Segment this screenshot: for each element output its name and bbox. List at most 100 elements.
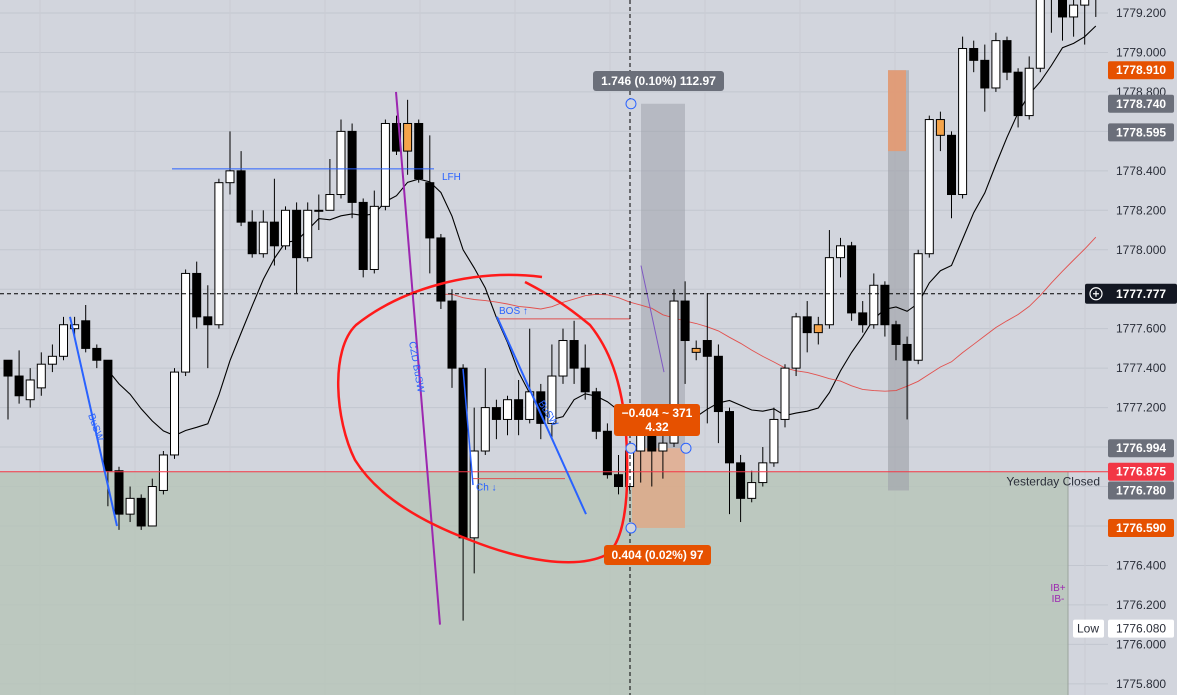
candle: [325, 159, 335, 211]
candle: [303, 202, 313, 262]
candle-body: [1002, 40, 1012, 73]
candle: [924, 115, 934, 258]
measure-leg: [640, 265, 665, 373]
candle-body: [791, 316, 801, 369]
candle-body: [725, 411, 734, 464]
candle: [480, 368, 490, 455]
candle: [203, 285, 213, 369]
price-badge: 1776.780: [1108, 481, 1174, 500]
price-axis[interactable]: 1779.2001779.0001778.8001778.4001778.200…: [1073, 0, 1177, 695]
candle-body: [458, 367, 468, 539]
candle: [425, 135, 435, 274]
price-axis-background: [1108, 0, 1177, 695]
candle: [547, 344, 557, 440]
measure-bottom-label-bg: [604, 545, 711, 565]
candle: [947, 131, 956, 219]
candle: [3, 359, 13, 420]
candle: [758, 447, 768, 487]
candle: [136, 494, 146, 530]
candle: [81, 305, 91, 353]
candle-body: [1069, 4, 1079, 18]
price-badge-bg: [1108, 61, 1174, 80]
candle: [247, 210, 257, 258]
candle: [847, 241, 857, 321]
candle: [1024, 56, 1034, 120]
candle: [447, 289, 457, 388]
candle-body: [669, 300, 679, 444]
plus-icon[interactable]: [1089, 287, 1103, 301]
candle: [503, 395, 512, 436]
candle-body: [869, 284, 879, 326]
candle-body: [103, 359, 113, 472]
low-price-text: 1776.080: [1116, 622, 1166, 636]
candle: [114, 466, 124, 530]
candle-body: [491, 407, 501, 420]
candle: [913, 249, 923, 365]
candle-body: [36, 363, 46, 389]
candle: [258, 210, 268, 258]
candle: [558, 328, 568, 384]
price-badge: Low 1776.080: [1073, 619, 1174, 638]
price-badge-text: 1776.994: [1116, 441, 1166, 455]
price-badge: 1778.595: [1108, 123, 1174, 142]
candle: [1080, 0, 1090, 45]
price-badge-bg: [1108, 123, 1174, 142]
candle-body: [525, 391, 535, 420]
candle-body: [602, 430, 612, 476]
yesterday-closed-label: Yesterday Closed: [1006, 475, 1100, 489]
price-tick-label: 1778.200: [1116, 203, 1166, 217]
price-badge-text: 1778.910: [1116, 63, 1166, 77]
candle: [314, 194, 324, 231]
candle: [580, 344, 590, 400]
candle: [702, 293, 712, 424]
candle-body: [81, 320, 91, 349]
crosshair-price-bg: [1085, 283, 1177, 304]
candle: [214, 178, 224, 329]
candle: [170, 368, 179, 459]
candle-body: [636, 434, 646, 452]
candle-body: [614, 474, 623, 488]
measure-mid-label-bg: [614, 404, 700, 436]
candle-body: [736, 462, 746, 499]
crosshair-price-text: 1777.777: [1116, 287, 1166, 301]
candle-body: [1080, 0, 1090, 6]
price-tick-label: 1776.000: [1116, 637, 1166, 651]
candle: [14, 350, 24, 404]
candle: [725, 407, 734, 515]
price-tick-label: 1779.200: [1116, 6, 1166, 20]
candle-body: [713, 355, 723, 413]
candle-body: [14, 375, 24, 397]
measure-handle[interactable]: [625, 442, 637, 454]
candle-body: [3, 359, 13, 377]
price-tick-label: 1778.400: [1116, 164, 1166, 178]
low-label-bg: [1073, 619, 1104, 638]
candle-body: [292, 209, 302, 259]
lfh-label: LFH: [442, 172, 461, 183]
candles: [3, 0, 1097, 621]
price-tick-label: 1777.600: [1116, 322, 1166, 336]
candle: [891, 320, 901, 361]
measure-top-label-bg: [593, 71, 724, 91]
measure-zone-orange: [632, 448, 685, 528]
measure-handle[interactable]: [680, 442, 692, 454]
measure-handle[interactable]: [625, 522, 637, 534]
price-badge-bg: [1108, 518, 1174, 537]
candle-body: [325, 194, 335, 211]
candle: [1013, 68, 1023, 128]
candle-body: [902, 343, 912, 361]
candle: [158, 451, 168, 495]
candle: [147, 478, 157, 527]
price-badge-text: 1778.595: [1116, 125, 1166, 139]
candle-body: [569, 340, 579, 369]
busw-line-left: [69, 316, 118, 527]
measure-handle[interactable]: [625, 98, 637, 110]
candle-body: [258, 221, 268, 255]
bos-label: BOS ↑: [499, 306, 528, 317]
candle: [736, 454, 746, 523]
candle-body: [225, 170, 235, 184]
candle: [614, 454, 623, 495]
price-badge: 1776.590: [1108, 518, 1174, 537]
